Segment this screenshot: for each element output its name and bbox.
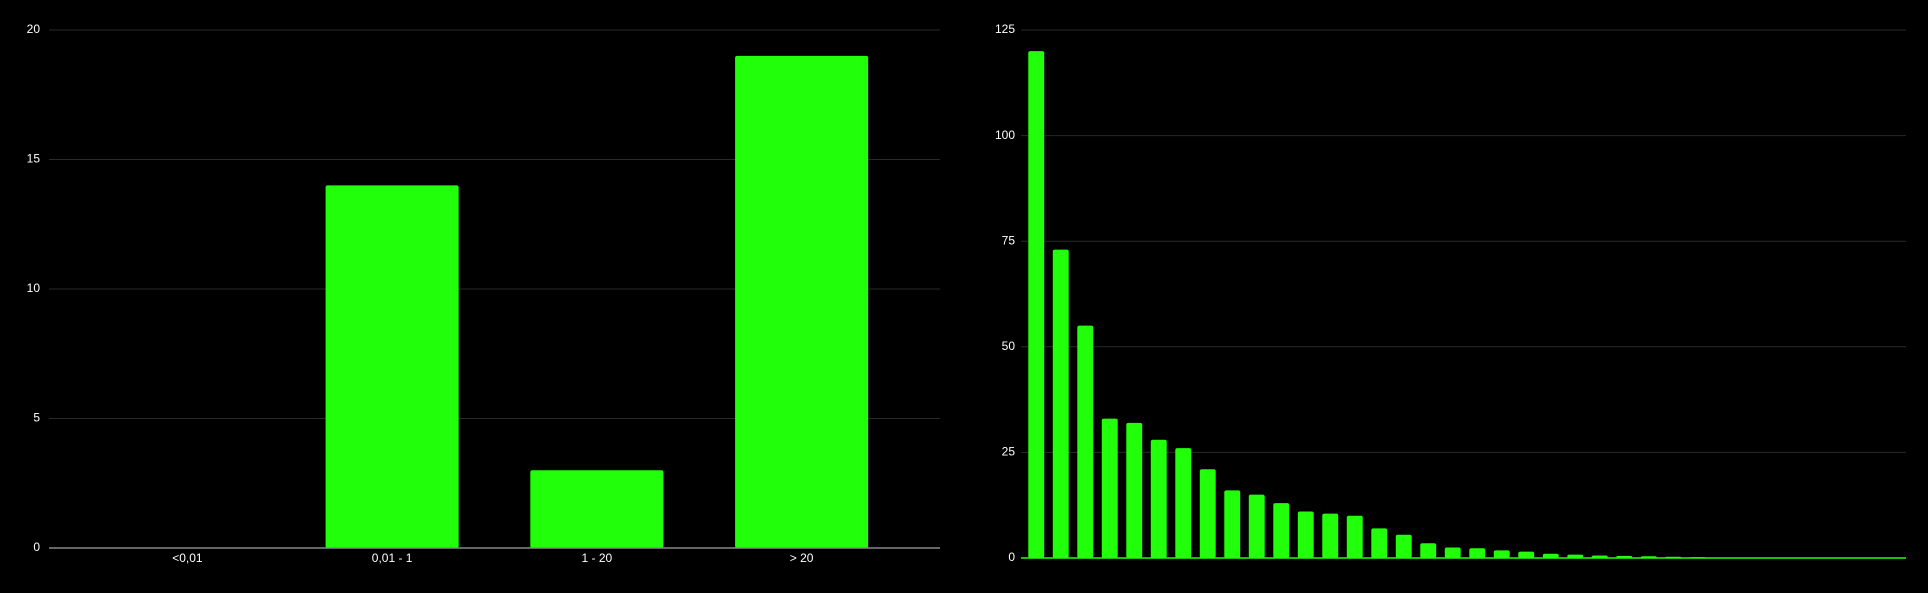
bar xyxy=(1101,418,1118,558)
bar xyxy=(1371,528,1388,558)
bar xyxy=(1469,548,1486,558)
x-tick-label: <0,01 xyxy=(172,551,203,565)
y-tick-label: 25 xyxy=(1002,445,1016,459)
bar xyxy=(1420,543,1437,558)
y-tick-label: 0 xyxy=(33,540,40,554)
bar xyxy=(1567,554,1584,558)
y-tick-label: 15 xyxy=(27,152,41,166)
bar xyxy=(1444,547,1461,558)
bar xyxy=(1028,51,1045,559)
bar xyxy=(1126,422,1143,558)
x-tick-label: 0,01 - 1 xyxy=(372,551,413,565)
y-tick-label: 20 xyxy=(27,22,41,36)
bar xyxy=(1150,439,1167,558)
y-tick-label: 100 xyxy=(995,128,1015,142)
bar xyxy=(1346,515,1363,558)
bar xyxy=(1175,448,1192,558)
bar xyxy=(1395,534,1412,558)
bar xyxy=(735,55,869,549)
bar xyxy=(325,185,459,548)
bar xyxy=(1518,551,1535,558)
y-tick-label: 5 xyxy=(33,411,40,425)
bar xyxy=(1248,494,1265,558)
bar xyxy=(1052,249,1069,558)
bar xyxy=(1297,511,1314,558)
bar xyxy=(1224,490,1241,558)
x-tick-label: > 20 xyxy=(790,551,814,565)
x-tick-label: 1 - 20 xyxy=(582,551,613,565)
bar xyxy=(1542,553,1559,558)
y-tick-label: 75 xyxy=(1002,233,1016,247)
bar xyxy=(530,470,664,548)
y-tick-label: 125 xyxy=(995,22,1015,36)
y-tick-label: 10 xyxy=(27,281,41,295)
bar xyxy=(1493,550,1510,558)
y-tick-label: 0 xyxy=(1008,550,1015,564)
bar xyxy=(1322,513,1339,558)
bar xyxy=(1077,325,1094,558)
bar xyxy=(1199,469,1216,558)
y-tick-label: 50 xyxy=(1002,339,1016,353)
bar xyxy=(1273,503,1290,558)
